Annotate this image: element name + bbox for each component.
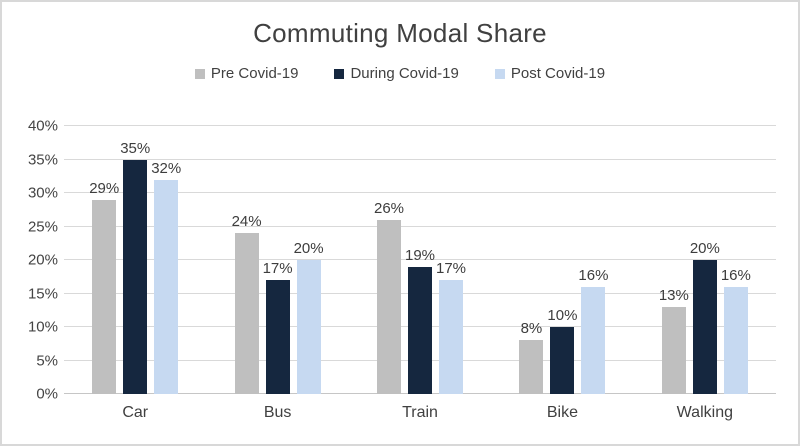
- bar-bike-post-covid-19: 16%: [578, 268, 608, 394]
- legend-item-post-covid-19: Post Covid-19: [494, 65, 606, 82]
- category-label-car: Car: [122, 404, 149, 421]
- y-axis-tick: 40%: [27, 117, 58, 135]
- category-label-bike: Bike: [546, 404, 578, 421]
- bar-fill: [123, 159, 148, 394]
- gridline: [64, 125, 776, 126]
- data-label: 29%: [89, 179, 120, 197]
- bar-fill: [550, 327, 575, 394]
- bar-bus-during-covid-19: 17%: [263, 261, 293, 394]
- data-label: 16%: [578, 266, 609, 284]
- bar-group-bike: 8% 10% 16%: [491, 126, 633, 394]
- bar-walking-during-covid-19: 20%: [690, 241, 720, 394]
- bar-bike-pre-covid-19: 8%: [519, 321, 544, 394]
- data-label: 35%: [120, 139, 151, 157]
- gridline: [64, 259, 776, 260]
- data-label: 17%: [436, 260, 467, 278]
- plot-area: 29% 35% 32% 24% 17% 20% 26% 19% 17% 8% 10% 16% 13% 20…: [64, 125, 776, 394]
- category-label-train: Train: [402, 404, 438, 421]
- data-label: 20%: [293, 240, 324, 257]
- bar-fill: [692, 260, 717, 394]
- data-label: 20%: [689, 240, 720, 257]
- y-axis-tick: 0%: [36, 385, 58, 403]
- data-label: 10%: [547, 307, 578, 324]
- bar-car-during-covid-19: 35%: [120, 141, 150, 394]
- bar-train-during-covid-19: 19%: [405, 248, 435, 394]
- chart-title: Commuting Modal Share: [253, 18, 547, 48]
- data-label: 13%: [658, 286, 689, 304]
- bar-bus-pre-covid-19: 24%: [232, 214, 262, 394]
- bar-fill: [377, 219, 402, 394]
- y-axis-tick: 20%: [27, 251, 58, 269]
- x-axis-labels: Car Bus Train Bike Walking: [64, 404, 776, 422]
- category-label-bus: Bus: [263, 404, 292, 421]
- bar-group-train: 26% 19% 17%: [349, 126, 491, 394]
- bar-fill: [661, 306, 686, 394]
- legend-label: Post Covid-19: [510, 65, 606, 82]
- category-label-walking: Walking: [676, 404, 733, 421]
- y-axis-tick: 30%: [27, 184, 58, 202]
- bar-car-post-covid-19: 32%: [151, 161, 181, 394]
- bar-group-walking: 13% 20% 16%: [634, 126, 776, 394]
- bar-fill: [408, 266, 433, 394]
- bar-bike-during-covid-19: 10%: [547, 308, 577, 394]
- legend-swatch-icon: [194, 68, 205, 79]
- y-axis-tick: 35%: [27, 151, 58, 168]
- legend-swatch-icon: [494, 68, 505, 79]
- bar-group-bus: 24% 17% 20%: [206, 126, 348, 394]
- bar-bus-post-covid-19: 20%: [294, 241, 324, 394]
- bar-fill: [723, 286, 748, 394]
- bar-walking-post-covid-19: 16%: [721, 268, 751, 394]
- legend: Pre Covid-19 During Covid-19 Post Covid-19: [2, 65, 798, 82]
- y-axis: 0% 5% 10% 15% 20% 25% 30% 35% 40%: [16, 119, 58, 402]
- legend-label: During Covid-19: [350, 65, 459, 82]
- data-label: 19%: [405, 246, 436, 264]
- data-label: 24%: [231, 213, 262, 231]
- legend-label: Pre Covid-19: [210, 65, 299, 82]
- data-label: 32%: [151, 159, 182, 177]
- y-axis-tick: 10%: [27, 318, 58, 336]
- bar-walking-pre-covid-19: 13%: [659, 288, 689, 394]
- bar-fill: [519, 340, 544, 394]
- gridline: [64, 225, 776, 227]
- y-axis-tick: 5%: [36, 352, 58, 369]
- bar-group-car: 29% 35% 32%: [64, 126, 206, 394]
- gridline: [64, 192, 776, 193]
- data-label: 26%: [374, 199, 405, 217]
- bar-fill: [154, 179, 179, 394]
- legend-swatch-icon: [334, 68, 345, 79]
- bar-fill: [234, 233, 259, 394]
- bar-train-post-covid-19: 17%: [436, 261, 466, 394]
- bars-layer: 29% 35% 32% 24% 17% 20% 26% 19% 17% 8% 10% 16% 13% 20…: [64, 126, 776, 394]
- bar-car-pre-covid-19: 29%: [89, 181, 119, 394]
- bar-fill: [581, 286, 606, 394]
- y-axis-tick: 15%: [27, 285, 58, 302]
- bar-fill: [439, 280, 464, 394]
- data-label: 17%: [262, 260, 293, 278]
- gridline: [64, 158, 776, 160]
- y-axis-tick: 25%: [27, 218, 58, 235]
- bar-fill: [92, 199, 117, 394]
- bar-fill: [265, 280, 290, 394]
- bar-train-pre-covid-19: 26%: [374, 201, 404, 394]
- legend-item-pre-covid-19: Pre Covid-19: [194, 65, 299, 82]
- data-label: 16%: [720, 266, 751, 284]
- bar-fill: [296, 260, 321, 394]
- legend-item-during-covid-19: During Covid-19: [334, 65, 459, 82]
- data-label: 8%: [520, 320, 543, 338]
